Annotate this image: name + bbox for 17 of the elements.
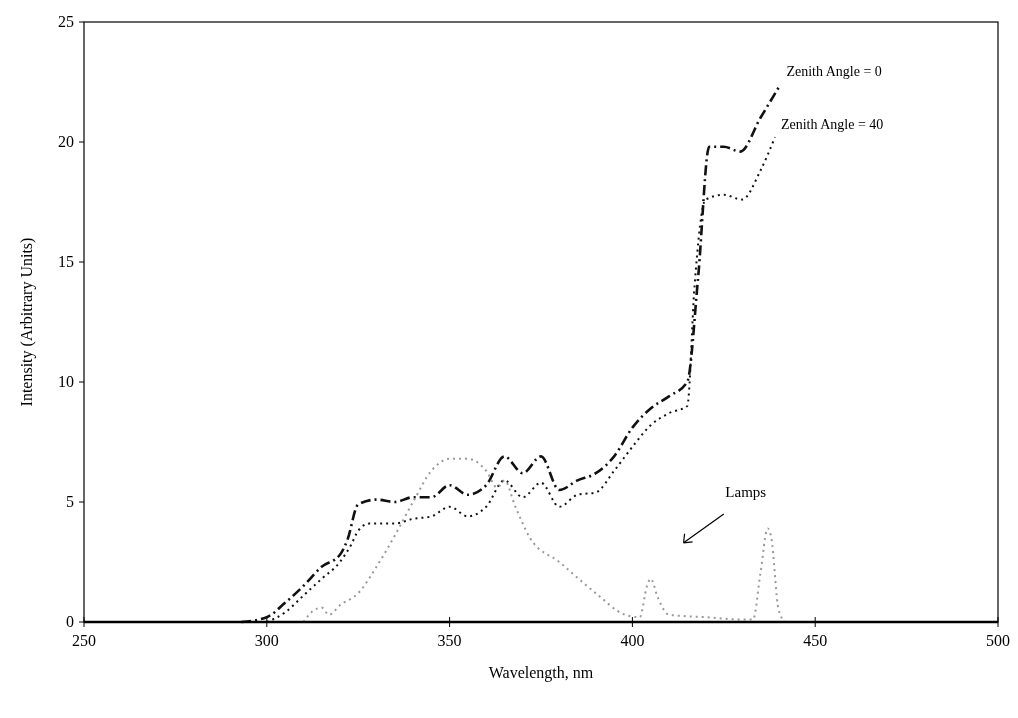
series-label: Zenith Angle = 40 <box>780 117 884 133</box>
x-tick-label: 450 <box>803 632 828 649</box>
x-tick-label: 250 <box>72 632 96 649</box>
y-tick-label: 15 <box>58 253 74 270</box>
y-tick-label: 25 <box>58 13 74 30</box>
y-tick-label: 0 <box>66 613 74 630</box>
series-label: Zenith Angle = 0 <box>786 64 882 80</box>
y-tick-label: 10 <box>58 373 74 390</box>
x-tick-label: 350 <box>437 632 462 649</box>
annotation: Lamps <box>725 484 767 501</box>
x-tick-label: 400 <box>620 632 645 649</box>
y-tick-label: 5 <box>66 493 74 510</box>
y-axis-title: Intensity (Arbitrary Units) <box>18 237 36 407</box>
x-axis-title: Wavelength, nm <box>488 664 594 682</box>
x-tick-label: 300 <box>254 632 279 649</box>
y-tick-label: 20 <box>58 133 74 150</box>
x-tick-label: 500 <box>986 632 1010 649</box>
